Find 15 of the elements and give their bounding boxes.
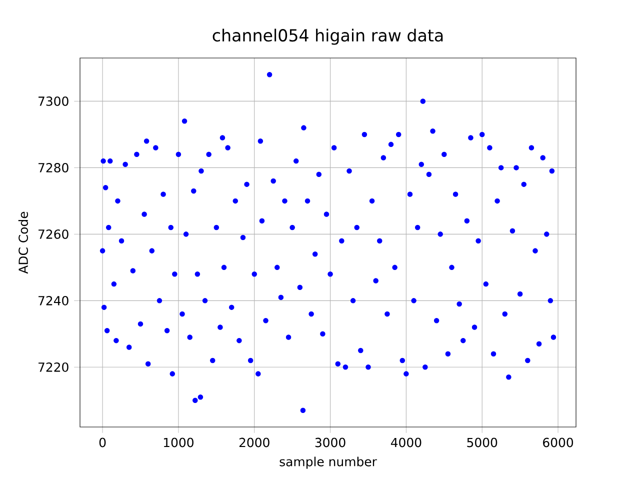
y-tick-label: 7260 [38,229,68,239]
y-tick-label: 7280 [38,162,68,172]
x-tick-label: 3000 [315,438,346,448]
y-tick-label: 7300 [38,96,68,106]
x-axis-title: sample number [280,456,377,469]
x-tick-label: 2000 [239,438,270,448]
y-axis-title: ADC Code [18,212,28,274]
y-tick-label: 7220 [38,362,68,372]
y-tick-label: 7240 [38,296,68,306]
x-tick-label: 5000 [467,438,498,448]
x-tick-label: 4000 [390,438,422,448]
chart-title: channel054 higain raw data [212,28,443,45]
x-tick-label: 6000 [543,438,574,448]
x-tick-label: 0 [99,438,106,448]
x-tick-label: 1000 [164,438,194,448]
